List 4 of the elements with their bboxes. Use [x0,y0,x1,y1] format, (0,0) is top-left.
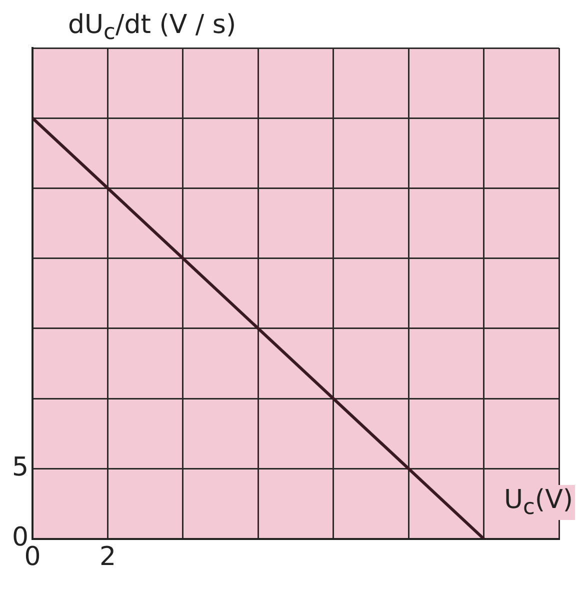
y-axis-title: dU$_{c}$/dt (V / s) [68,10,236,46]
x-axis-title: U$_{c}$(V) [502,484,575,520]
x-tick-label: 2 [99,542,116,572]
y-tick-label: 5 [12,452,29,482]
